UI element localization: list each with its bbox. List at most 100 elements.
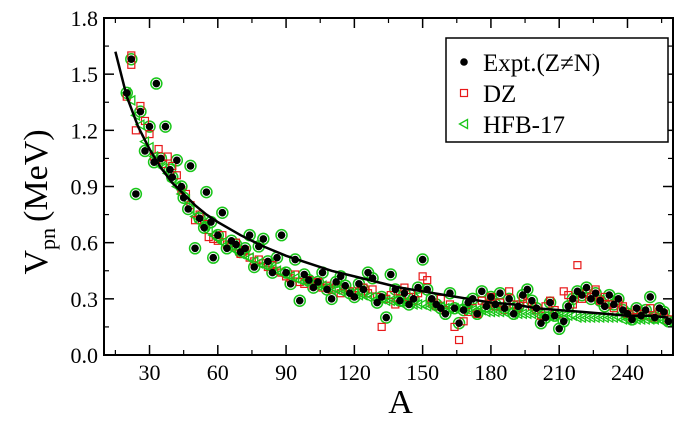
expt-point (282, 269, 290, 277)
expt-point (141, 147, 149, 155)
expt-point (410, 295, 418, 303)
expt-point (378, 293, 386, 301)
expt-point (360, 286, 368, 294)
expt-point (419, 256, 427, 264)
expt-point (162, 123, 170, 131)
x-tick-label: 90 (275, 360, 297, 385)
expt-point (146, 123, 154, 131)
expt-point (578, 291, 586, 299)
expt-point (132, 190, 140, 198)
expt-point (187, 162, 195, 170)
y-axis-title-subscript: pn (35, 228, 60, 250)
expt-point (203, 188, 211, 196)
expt-point (501, 304, 509, 312)
expt-point (184, 205, 192, 213)
legend-label: HFB-17 (483, 112, 565, 139)
expt-point (555, 325, 563, 333)
expt-point (153, 80, 161, 88)
expt-point (601, 303, 609, 311)
legend-label: Expt.(Z≠N) (483, 50, 600, 77)
expt-point (214, 231, 222, 239)
expt-point (605, 291, 613, 299)
expt-point (200, 224, 208, 232)
expt-point (305, 276, 313, 284)
expt-point (592, 289, 600, 297)
expt-point (510, 310, 518, 318)
expt-point (287, 280, 295, 288)
x-tick-label: 30 (139, 360, 161, 385)
expt-point (223, 244, 231, 252)
expt-point (546, 299, 554, 307)
expt-point (328, 295, 336, 303)
expt-point (196, 215, 204, 223)
legend-label: DZ (483, 81, 516, 108)
expt-point (351, 293, 359, 301)
expt-point (496, 289, 504, 297)
expt-point (219, 209, 227, 217)
expt-point (542, 314, 550, 322)
expt-point (642, 306, 650, 314)
expt-point (264, 258, 272, 266)
x-tick-label: 240 (611, 360, 644, 385)
expt-point (209, 254, 217, 262)
expt-point (166, 166, 174, 174)
x-tick-label: 210 (543, 360, 576, 385)
x-tick-label: 180 (474, 360, 507, 385)
expt-point (473, 310, 481, 318)
expt-point (260, 235, 268, 243)
y-tick-label: 1.8 (71, 6, 99, 31)
expt-point (250, 263, 258, 271)
y-axis-title-text: Vpn (MeV) (18, 129, 60, 274)
expt-point (560, 318, 568, 326)
expt-point (565, 303, 573, 311)
expt-point (451, 304, 459, 312)
x-tick-label: 60 (207, 360, 229, 385)
y-tick-label: 0.9 (71, 175, 99, 200)
x-tick-label: 150 (406, 360, 439, 385)
expt-point (633, 304, 641, 312)
y-tick-label: 1.2 (71, 118, 99, 143)
y-axis-title-main: V (18, 250, 55, 275)
expt-point (615, 295, 623, 303)
expt-point (660, 308, 668, 316)
expt-point (505, 295, 513, 303)
expt-point (460, 306, 468, 314)
y-tick-label: 0.6 (71, 231, 99, 256)
legend-marker (460, 58, 468, 66)
expt-point (314, 278, 322, 286)
dz-point (574, 262, 581, 269)
expt-point (296, 297, 304, 305)
expt-point (341, 282, 349, 290)
y-tick-label: 1.5 (71, 62, 99, 87)
expt-point (478, 288, 486, 296)
expt-point (455, 319, 463, 327)
expt-point (524, 286, 532, 294)
y-axis-title-unit: (MeV) (18, 129, 55, 222)
dz-point (456, 337, 463, 344)
expt-point (382, 314, 390, 322)
expt-point (232, 241, 240, 249)
expt-point (278, 231, 286, 239)
expt-point (396, 297, 404, 305)
legend: Expt.(Z≠N) DZ HFB-17 (446, 38, 668, 142)
expt-point (137, 108, 145, 116)
expt-point (401, 289, 409, 297)
x-tick-label: 120 (338, 360, 371, 385)
expt-point (323, 286, 331, 294)
expt-point (273, 254, 281, 262)
x-axis-title: A (388, 384, 413, 420)
expt-point (487, 293, 495, 301)
expt-point (665, 318, 673, 326)
dz-point (155, 146, 162, 153)
expt-point (191, 244, 199, 252)
expt-point (128, 55, 136, 63)
expt-point (569, 295, 577, 303)
expt-point (173, 156, 181, 164)
expt-point (269, 269, 277, 277)
expt-point (583, 284, 591, 292)
y-tick-label: 0.0 (71, 343, 99, 368)
expt-point (241, 244, 249, 252)
expt-point (528, 297, 536, 305)
